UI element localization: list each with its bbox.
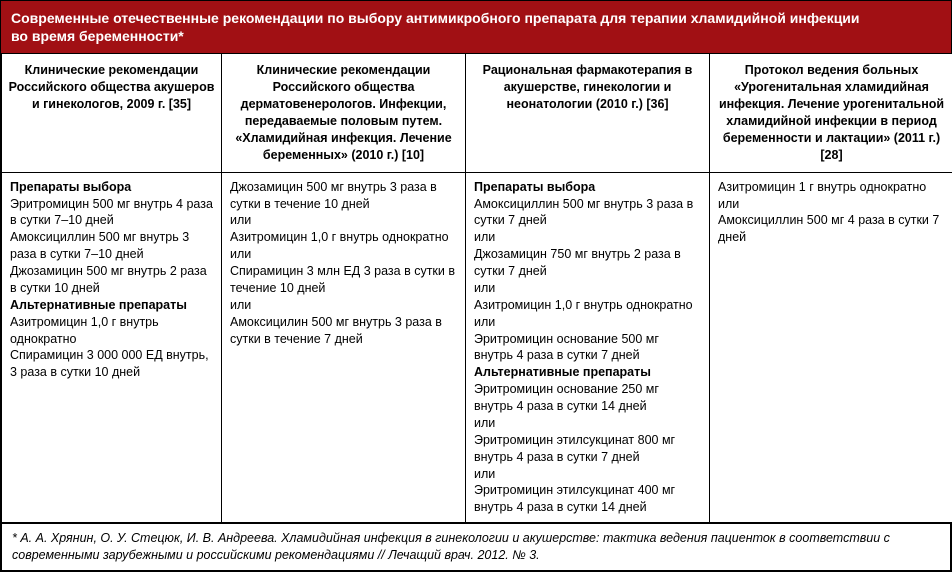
col2-or-1: или: [230, 213, 251, 227]
col1-drug-4: Азитромицин 1,0 г внутрь однократно: [10, 315, 159, 346]
col3-drug-5: Эритромицин основание 250 мг внутрь 4 ра…: [474, 382, 659, 413]
col-header-3: Рациональная фармакотерапия в акушерстве…: [466, 54, 710, 172]
cell-col4: Азитромицин 1 г внутрь однократно или Ам…: [710, 172, 952, 523]
col1-heading-2: Альтернативные препараты: [10, 298, 187, 312]
col2-or-3: или: [230, 298, 251, 312]
footnote: * А. А. Хрянин, О. У. Стецюк, И. В. Андр…: [1, 523, 951, 571]
col3-drug-1: Амоксициллин 500 мг внутрь 3 раза в сутк…: [474, 197, 693, 228]
cell-col3: Препараты выбора Амоксициллин 500 мг вну…: [466, 172, 710, 523]
col1-drug-1: Эритромицин 500 мг внутрь 4 раза в сутки…: [10, 197, 213, 228]
col1-heading-1: Препараты выбора: [10, 180, 131, 194]
table-body-row: Препараты выбора Эритромицин 500 мг внут…: [2, 172, 952, 523]
col1-drug-3: Джозамицин 500 мг внутрь 2 раза в сутки …: [10, 264, 207, 295]
col-header-4: Протокол ведения больных «Урогенитальная…: [710, 54, 952, 172]
col2-drug-4: Амоксицилин 500 мг внутрь 3 раза в сутки…: [230, 315, 442, 346]
col3-drug-7: Эритромицин этилсукцинат 400 мг внутрь 4…: [474, 483, 675, 514]
cell-col1: Препараты выбора Эритромицин 500 мг внут…: [2, 172, 222, 523]
col3-heading-2: Альтернативные препараты: [474, 365, 651, 379]
table-title: Современные отечественные рекомендации п…: [1, 1, 951, 53]
col3-heading-1: Препараты выбора: [474, 180, 595, 194]
col3-drug-2: Джозамицин 750 мг внутрь 2 раза в сутки …: [474, 247, 681, 278]
col3-drug-3: Азитромицин 1,0 г внутрь однократно: [474, 298, 693, 312]
col3-or-4: или: [474, 416, 495, 430]
col1-drug-5: Спирамицин 3 000 000 ЕД внутрь, 3 раза в…: [10, 348, 209, 379]
col3-or-5: или: [474, 467, 495, 481]
col-header-1: Клинические рекомендации Российского общ…: [2, 54, 222, 172]
title-line-2: во время беременности*: [11, 28, 184, 44]
title-line-1: Современные отечественные рекомендации п…: [11, 10, 860, 26]
col-header-2: Клинические рекомендации Российского общ…: [222, 54, 466, 172]
col3-or-3: или: [474, 315, 495, 329]
recommendations-table: Клинические рекомендации Российского общ…: [1, 53, 952, 523]
col4-or-1: или: [718, 197, 739, 211]
col2-drug-3: Спирамицин 3 млн ЕД 3 раза в сутки в теч…: [230, 264, 455, 295]
table-header-row: Клинические рекомендации Российского общ…: [2, 54, 952, 172]
col3-drug-6: Эритромицин этилсукцинат 800 мг внутрь 4…: [474, 433, 675, 464]
col2-drug-1: Джозамицин 500 мг внутрь 3 раза в сутки …: [230, 180, 437, 211]
table-container: Современные отечественные рекомендации п…: [0, 0, 952, 572]
col3-or-1: или: [474, 230, 495, 244]
col4-drug-1: Азитромицин 1 г внутрь однократно: [718, 180, 926, 194]
col2-or-2: или: [230, 247, 251, 261]
col3-or-2: или: [474, 281, 495, 295]
cell-col2: Джозамицин 500 мг внутрь 3 раза в сутки …: [222, 172, 466, 523]
col2-drug-2: Азитромицин 1,0 г внутрь однократно: [230, 230, 449, 244]
col1-drug-2: Амоксициллин 500 мг внутрь 3 раза в сутк…: [10, 230, 189, 261]
col4-drug-2: Амоксициллин 500 мг 4 раза в сутки 7 дне…: [718, 213, 939, 244]
col3-drug-4: Эритромицин основание 500 мг внутрь 4 ра…: [474, 332, 659, 363]
